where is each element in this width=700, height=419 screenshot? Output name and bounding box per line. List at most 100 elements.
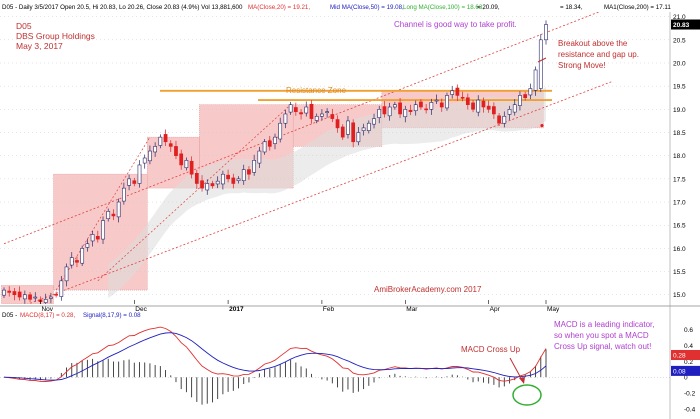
candle-body-39	[205, 183, 210, 191]
candle-body-99	[518, 95, 522, 106]
candle-body-96	[502, 115, 507, 124]
price-tick-0: 21.0	[673, 14, 686, 21]
macd-tick-5: -0.4	[684, 407, 696, 414]
candle-body-2	[12, 291, 17, 296]
candle-body-49	[257, 150, 262, 164]
candle-body-67	[351, 122, 356, 143]
candle-body-69	[361, 127, 366, 131]
macd-tick-3: 0	[684, 375, 688, 382]
candle-body-88	[460, 96, 465, 99]
candle-body-100	[523, 94, 528, 99]
candle-body-75	[393, 104, 397, 108]
candle-body-97	[507, 109, 512, 115]
candle-body-73	[382, 106, 387, 115]
candle-body-27	[142, 157, 147, 164]
candle-body-52	[273, 136, 277, 144]
trend-lines	[3, 12, 612, 304]
price-y-axis: 21.0 20.5 20.0 19.5 19.0 18.5 18.0 17.5 17.0 16.5…	[669, 12, 700, 306]
breakout-note-line3: Strong Move!	[558, 61, 606, 70]
trend-line-early	[97, 104, 291, 282]
candle-body-79	[413, 104, 418, 112]
channel-note: Channel is good way to take profit.	[394, 20, 517, 29]
candle-body-90	[471, 102, 475, 110]
price-tick-10: 16.0	[673, 246, 686, 253]
candle-body-82	[429, 102, 434, 110]
header-text: D05 - Daily 3/5/2017 Open 20.5, Hi 20.83…	[2, 4, 243, 11]
date-label: May 3, 2017	[16, 41, 63, 51]
candle-body-3	[17, 291, 22, 298]
candle-body-20	[106, 211, 111, 220]
candle-body-31	[163, 134, 168, 143]
candle-body-24	[127, 178, 131, 186]
candle-body-51	[267, 140, 272, 147]
macd-note-line3: Cross Up signal, watch out!	[554, 342, 651, 351]
candle-body-15	[80, 248, 85, 264]
macd-tick-2: 0.2	[684, 359, 693, 366]
breakout-arrow	[537, 57, 547, 63]
price-tick-1: 20.5	[673, 37, 686, 44]
candle-body-4	[22, 294, 27, 300]
candle-body-36	[189, 160, 194, 175]
candle-body-19	[101, 220, 105, 240]
price-tick-3: 19.5	[673, 84, 686, 91]
macd-note-line2: so when you spot a MACD	[554, 331, 649, 340]
candle-body-50	[262, 141, 267, 153]
candle-body-66	[346, 120, 350, 135]
month-label-4: Mar	[406, 306, 418, 313]
signal-last-label: 0.08	[673, 368, 686, 375]
price-tick-8: 17.0	[673, 200, 686, 207]
candle-body-74	[387, 106, 392, 117]
ma-cloud-band	[108, 86, 546, 299]
candle-body-6	[33, 296, 38, 299]
candle-body-83	[434, 99, 439, 102]
candle-body-58	[304, 106, 309, 114]
candle-body-98	[512, 104, 517, 113]
candle-body-61	[320, 113, 324, 117]
watermark: AmiBrokerAcademy.com 2017	[374, 285, 482, 294]
candle-body-62	[325, 111, 329, 113]
candle-body-9	[49, 296, 53, 299]
price-tick-2: 20.0	[673, 60, 686, 67]
candle-body-78	[408, 109, 413, 112]
candle-body-92	[481, 100, 486, 108]
header-ma-5: MA1(Close,200) = 17.11	[604, 4, 671, 11]
macd-header-signal: Signal(8,17,9) = 0.08	[83, 312, 141, 319]
candle-body-45	[236, 178, 241, 182]
candle-body-93	[486, 105, 491, 110]
channel-lower-line	[27, 81, 612, 304]
candle-body-37	[194, 172, 199, 184]
macd-header-prefix: D05 -	[2, 312, 17, 319]
macd-cross-arrow	[509, 357, 523, 381]
macd-note-line1: MACD is a leading indicator,	[554, 320, 655, 329]
price-tick-11: 15.5	[673, 269, 686, 276]
month-label-0: Nov	[41, 306, 53, 313]
candle-body-57	[299, 112, 303, 115]
macd-tick-1: 0.4	[684, 343, 693, 350]
candle-body-43	[226, 174, 230, 180]
macd-last-badge	[671, 349, 700, 360]
price-x-axis: Nov Dec 2017 Feb Mar Apr May	[40, 300, 560, 313]
candle-body-76	[398, 102, 402, 115]
header-ma-0: MA(Close,20) = 19.21,	[248, 4, 310, 11]
company-label: DBS Group Holdings	[16, 31, 95, 41]
candle-body-8	[43, 299, 48, 303]
candle-body-101	[528, 88, 533, 96]
candle-body-13	[69, 257, 74, 266]
candle-body-48	[252, 160, 257, 173]
header-ma-4: = 18.34,	[560, 4, 583, 11]
macd-tick-0: 0.6	[684, 327, 693, 334]
month-label-3: Feb	[323, 306, 335, 313]
price-tick-5: 18.5	[673, 130, 686, 137]
candle-body-95	[497, 115, 501, 124]
candle-body-47	[247, 169, 251, 175]
candle-body-85	[445, 95, 449, 109]
macd-y-axis: 0.6 0.4 0.2 0 -0.2 -0.4 0.28 0.08	[669, 306, 700, 419]
candle-body-80	[419, 101, 423, 108]
candle-body-16	[85, 243, 90, 248]
candle-body-38	[200, 180, 204, 189]
price-tick-7: 17.5	[673, 176, 686, 183]
candle-body-60	[314, 115, 319, 121]
channel-upper-line	[3, 12, 600, 245]
candle-body-0	[2, 289, 6, 296]
